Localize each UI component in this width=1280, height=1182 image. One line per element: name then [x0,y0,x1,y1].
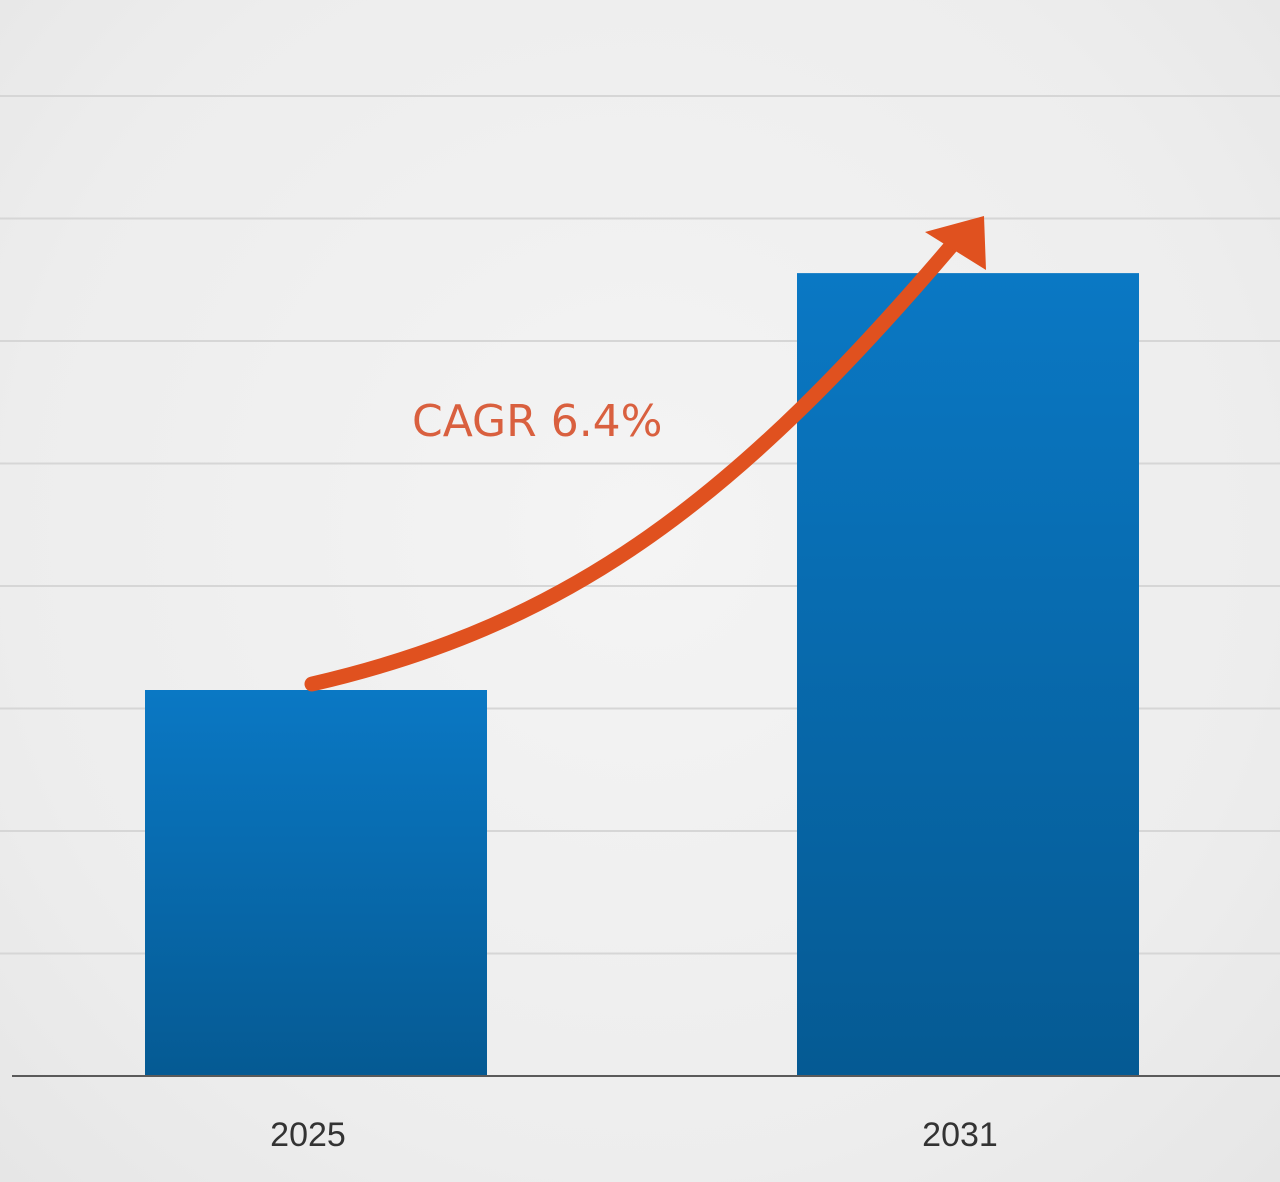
x-tick-label-2025: 2025 [270,1116,346,1154]
cagr-arrow-shaft [304,230,966,692]
x-axis-tick-labels: 2025 2031 [270,1116,998,1154]
x-tick-label-2031: 2031 [922,1116,998,1154]
cagr-arrow-head [925,216,986,270]
bar-2025 [145,690,487,1076]
bars [145,273,1139,1076]
cagr-annotation: CAGR 6.4% [412,396,663,447]
bar-2031 [797,273,1139,1076]
cagr-arrow [304,216,986,692]
